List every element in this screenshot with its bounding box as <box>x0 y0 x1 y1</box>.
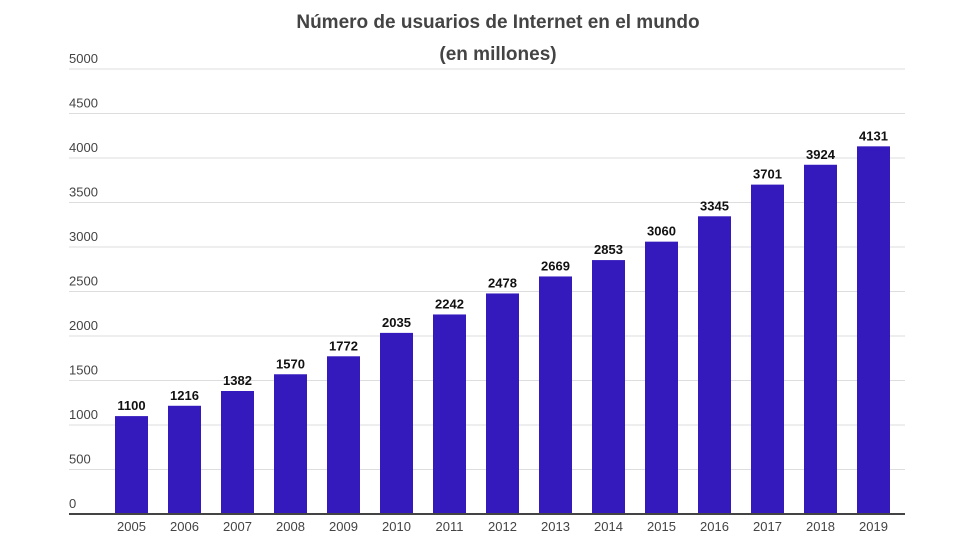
x-tick-label: 2007 <box>223 519 252 534</box>
bar-2007 <box>221 391 254 514</box>
x-tick-label: 2013 <box>541 519 570 534</box>
bar-2016 <box>698 216 731 515</box>
data-label: 4131 <box>859 128 888 143</box>
y-tick-label: 4500 <box>69 96 98 111</box>
data-label: 1216 <box>170 388 199 403</box>
x-tick-label: 2010 <box>382 519 411 534</box>
x-tick-label: 2009 <box>329 519 358 534</box>
y-tick-label: 3000 <box>69 229 98 244</box>
x-tick-label: 2005 <box>117 519 146 534</box>
data-label: 3924 <box>806 147 836 162</box>
bar-2005 <box>115 416 148 514</box>
data-label: 1100 <box>117 398 145 413</box>
data-label: 2669 <box>541 258 570 273</box>
data-label: 1772 <box>329 338 358 353</box>
data-label: 2035 <box>382 315 411 330</box>
bar-2019 <box>857 146 890 514</box>
x-tick-label: 2017 <box>753 519 782 534</box>
x-tick-label: 2016 <box>700 519 729 534</box>
bar-2006 <box>168 405 201 514</box>
x-tick-label: 2006 <box>170 519 199 534</box>
x-tick-label: 2012 <box>488 519 517 534</box>
bar-2018 <box>804 164 837 515</box>
bar-2014 <box>592 260 625 514</box>
data-label: 2478 <box>488 275 517 290</box>
y-tick-label: 0 <box>69 496 76 511</box>
data-label: 3345 <box>700 198 729 213</box>
x-tick-label: 2014 <box>594 519 623 534</box>
bar-2017 <box>751 184 784 514</box>
y-tick-label: 500 <box>69 452 91 467</box>
data-label: 1382 <box>223 373 252 388</box>
x-tick-label: 2008 <box>276 519 305 534</box>
data-label: 2242 <box>435 296 464 311</box>
bar-2011 <box>433 314 466 514</box>
y-tick-label: 2500 <box>69 274 98 289</box>
y-tick-label: 5000 <box>69 51 98 66</box>
chart-title: Número de usuarios de Internet en el mun… <box>296 12 700 33</box>
data-label: 3701 <box>753 167 782 182</box>
y-tick-label: 1000 <box>69 407 98 422</box>
bar-2010 <box>380 332 413 514</box>
bar-2013 <box>539 276 572 514</box>
data-label: 2853 <box>594 242 623 257</box>
bar-2009 <box>327 356 360 514</box>
x-tick-label: 2015 <box>647 519 676 534</box>
chart-subtitle: (en millones) <box>439 44 557 65</box>
y-tick-label: 2000 <box>69 318 98 333</box>
x-tick-label: 2018 <box>806 519 835 534</box>
y-tick-label: 1500 <box>69 363 98 378</box>
x-tick-label: 2011 <box>436 519 464 534</box>
bar-2015 <box>645 241 678 514</box>
x-tick-label: 2019 <box>859 519 888 534</box>
data-label: 3060 <box>647 224 676 239</box>
bar-2008 <box>274 374 307 514</box>
y-tick-label: 3500 <box>69 185 98 200</box>
data-label: 1570 <box>276 356 305 371</box>
y-tick-label: 4000 <box>69 140 98 155</box>
bar-2012 <box>486 293 519 514</box>
